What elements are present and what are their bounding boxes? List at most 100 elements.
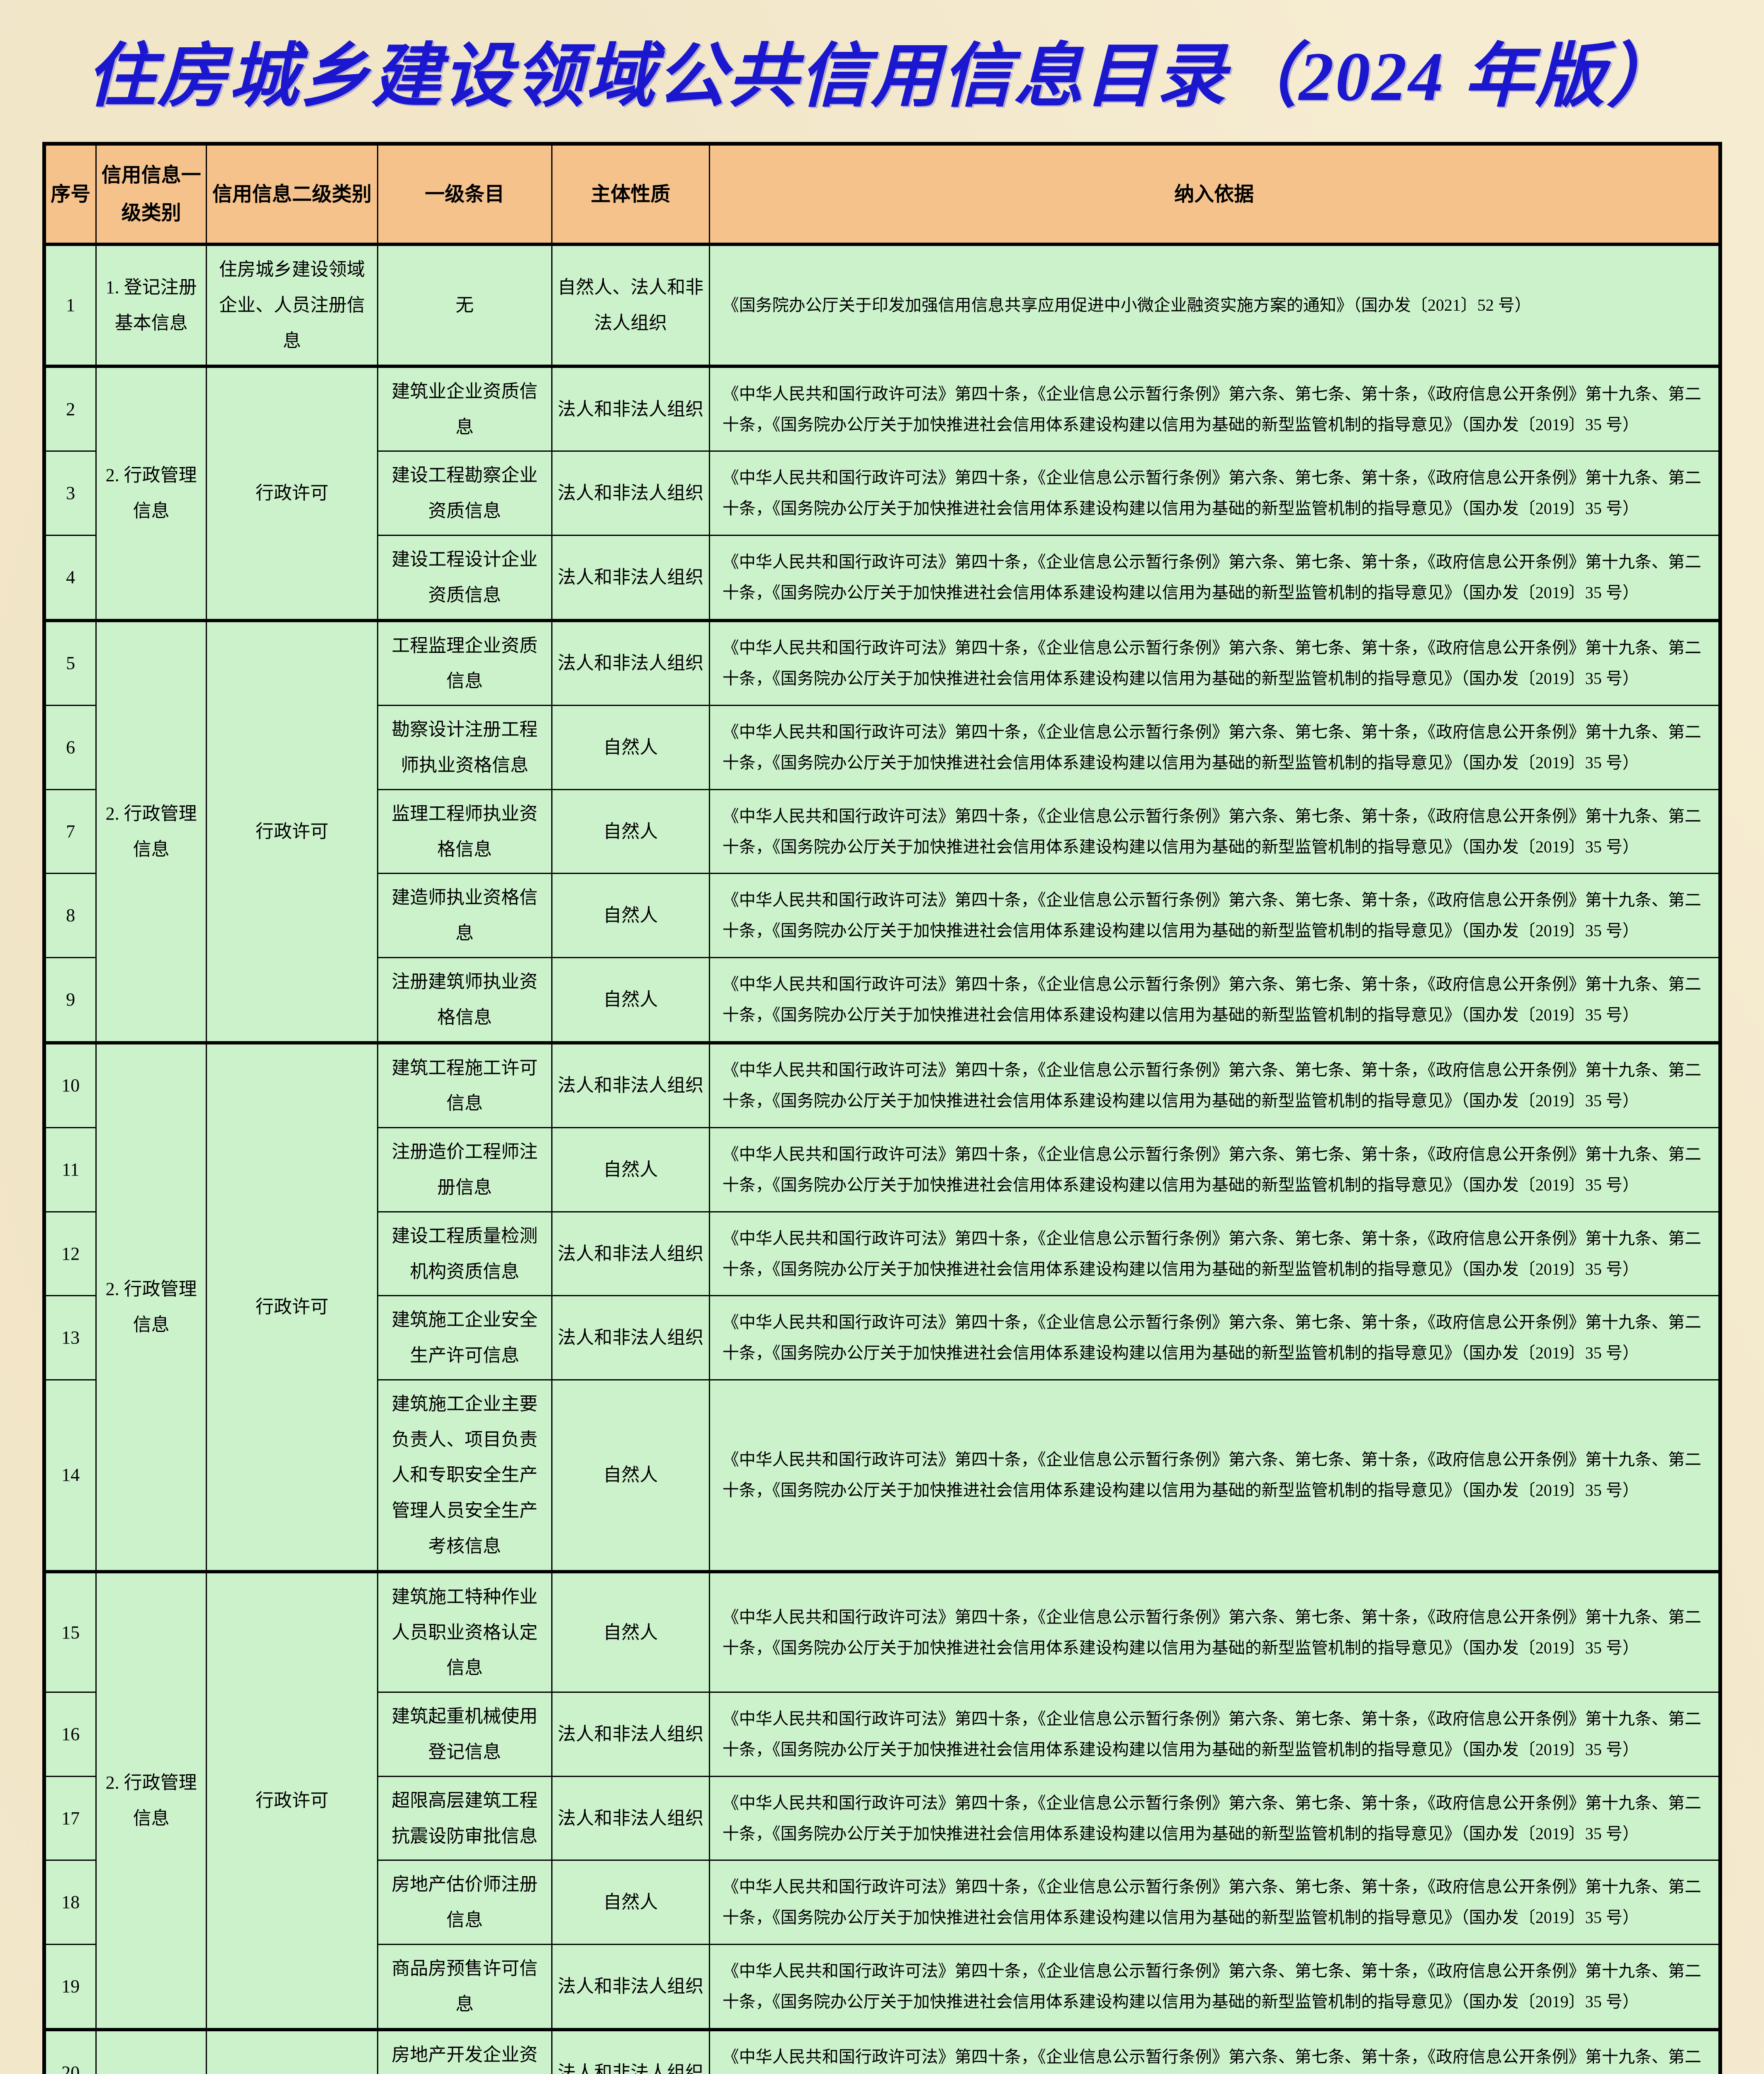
entry-cell: 建设工程勘察企业资质信息: [377, 450, 552, 536]
category-level1-cell: 1. 登记注册基本信息: [95, 243, 207, 367]
subject-cell: 自然人: [551, 957, 710, 1044]
subject-cell: 自然人: [551, 789, 710, 874]
entry-cell: 商品房预售许可信息: [377, 1944, 552, 2030]
table-row: 12 建设工程质量检测机构资质信息 法人和非法人组织 《中华人民共和国行政许可法》第四…: [43, 1211, 1721, 1297]
row-number-cell: 4: [43, 534, 97, 621]
basis-cell: 《中华人民共和国行政许可法》第四十条，《企业信息公示暂行条例》第六条、第七条、第…: [708, 1211, 1721, 1297]
entry-cell: 建筑施工企业安全生产许可信息: [377, 1295, 552, 1380]
basis-cell: 《中华人民共和国行政许可法》第四十条，《企业信息公示暂行条例》第六条、第七条、第…: [708, 1692, 1721, 1777]
subject-cell: 法人和非法人组织: [551, 1041, 710, 1129]
entry-cell: 建筑业企业资质信息: [377, 364, 552, 452]
subject-cell: 自然人: [551, 873, 710, 958]
col-header-serial-number: 序号: [43, 143, 97, 246]
category-level2-cell: 行政许可: [206, 364, 378, 621]
row-number-cell: 8: [43, 873, 97, 958]
category-level1-cell: 2. 行政管理信息: [95, 2028, 207, 2074]
basis-cell: 《国务院办公厅关于印发加强信用信息共享应用促进中小微企业融资实施方案的通知》（国…: [708, 243, 1721, 367]
entry-cell: 建造师执业资格信息: [377, 873, 552, 958]
row-number-cell: 15: [43, 1570, 97, 1693]
subject-cell: 法人和非法人组织: [551, 2028, 710, 2074]
entry-cell: 注册造价工程师注册信息: [377, 1127, 552, 1212]
basis-cell: 《中华人民共和国行政许可法》第四十条，《企业信息公示暂行条例》第六条、第七条、第…: [708, 2028, 1721, 2074]
row-number-cell: 12: [43, 1211, 97, 1297]
basis-cell: 《中华人民共和国行政许可法》第四十条，《企业信息公示暂行条例》第六条、第七条、第…: [708, 705, 1721, 790]
row-number-cell: 7: [43, 789, 97, 874]
col-header-category-level1: 信用信息一级类别: [95, 143, 207, 246]
entry-cell: 勘察设计注册工程师执业资格信息: [377, 705, 552, 790]
row-number-cell: 5: [43, 618, 97, 706]
subject-cell: 法人和非法人组织: [551, 450, 710, 536]
basis-cell: 《中华人民共和国行政许可法》第四十条，《企业信息公示暂行条例》第六条、第七条、第…: [708, 1860, 1721, 1945]
basis-cell: 《中华人民共和国行政许可法》第四十条，《企业信息公示暂行条例》第六条、第七条、第…: [708, 364, 1721, 452]
category-level2-cell: 行政许可: [206, 2028, 378, 2074]
basis-cell: 《中华人民共和国行政许可法》第四十条，《企业信息公示暂行条例》第六条、第七条、第…: [708, 1041, 1721, 1129]
row-number-cell: 2: [43, 364, 97, 452]
row-number-cell: 18: [43, 1860, 97, 1945]
col-header-subject-nature: 主体性质: [551, 143, 710, 246]
basis-cell: 《中华人民共和国行政许可法》第四十条，《企业信息公示暂行条例》第六条、第七条、第…: [708, 1379, 1721, 1573]
table-row: 18 房地产估价师注册信息 自然人 《中华人民共和国行政许可法》第四十条，《企业信息公…: [43, 1860, 1721, 1945]
subject-cell: 自然人: [551, 705, 710, 790]
row-number-cell: 10: [43, 1041, 97, 1129]
basis-cell: 《中华人民共和国行政许可法》第四十条，《企业信息公示暂行条例》第六条、第七条、第…: [708, 1295, 1721, 1380]
subject-cell: 法人和非法人组织: [551, 618, 710, 706]
table-row: 6 勘察设计注册工程师执业资格信息 自然人 《中华人民共和国行政许可法》第四十条，《企…: [43, 705, 1721, 790]
table-row: 16 建筑起重机械使用登记信息 法人和非法人组织 《中华人民共和国行政许可法》第四十条…: [43, 1692, 1721, 1777]
subject-cell: 法人和非法人组织: [551, 1775, 710, 1861]
basis-cell: 《中华人民共和国行政许可法》第四十条，《企业信息公示暂行条例》第六条、第七条、第…: [708, 1127, 1721, 1212]
entry-cell: 超限高层建筑工程抗震设防审批信息: [377, 1775, 552, 1861]
row-number-cell: 1: [43, 243, 97, 367]
category-level1-cell: 2. 行政管理信息: [95, 618, 207, 1044]
basis-cell: 《中华人民共和国行政许可法》第四十条，《企业信息公示暂行条例》第六条、第七条、第…: [708, 534, 1721, 621]
col-header-inclusion-basis: 纳入依据: [708, 143, 1721, 246]
table-row: 8 建造师执业资格信息 自然人 《中华人民共和国行政许可法》第四十条，《企业信息公示暂…: [43, 873, 1721, 958]
entry-cell: 注册建筑师执业资格信息: [377, 957, 552, 1044]
entry-cell: 建筑施工特种作业人员职业资格认定信息: [377, 1570, 552, 1693]
subject-cell: 法人和非法人组织: [551, 534, 710, 621]
entry-cell: 建筑施工企业主要负责人、项目负责人和专职安全生产管理人员安全生产考核信息: [377, 1379, 552, 1573]
table-row: 11 注册造价工程师注册信息 自然人 《中华人民共和国行政许可法》第四十条，《企业信息…: [43, 1127, 1721, 1212]
basis-cell: 《中华人民共和国行政许可法》第四十条，《企业信息公示暂行条例》第六条、第七条、第…: [708, 957, 1721, 1044]
row-number-cell: 16: [43, 1692, 97, 1777]
table-body: 1 1. 登记注册基本信息 住房城乡建设领域企业、人员注册信息无自然人、法人和非法人…: [43, 243, 1721, 2074]
basis-cell: 《中华人民共和国行政许可法》第四十条，《企业信息公示暂行条例》第六条、第七条、第…: [708, 450, 1721, 536]
row-number-cell: 9: [43, 957, 97, 1044]
page: { "page": { "title": "住房城乡建设领域公共信用信息目录（2…: [0, 33, 1764, 2074]
table-row: 17 超限高层建筑工程抗震设防审批信息 法人和非法人组织 《中华人民共和国行政许可法》…: [43, 1775, 1721, 1861]
row-number-cell: 20: [43, 2028, 97, 2074]
entry-cell: 建设工程设计企业资质信息: [377, 534, 552, 621]
table-row: 10 2. 行政管理信息 行政许可 建筑工程施工许可信息 法人和非法人组织 《中华人民共和…: [43, 1041, 1721, 1573]
category-level1-cell: 2. 行政管理信息: [95, 1041, 207, 1573]
row-number-cell: 19: [43, 1944, 97, 2030]
entry-cell: 建筑起重机械使用登记信息: [377, 1692, 552, 1777]
table-row: 13 建筑施工企业安全生产许可信息 法人和非法人组织 《中华人民共和国行政许可法》第四…: [43, 1295, 1721, 1380]
table-row: 9 注册建筑师执业资格信息 自然人 《中华人民共和国行政许可法》第四十条，《企业信息公…: [43, 957, 1721, 1044]
subject-cell: 法人和非法人组织: [551, 1295, 710, 1380]
col-header-category-level2: 信用信息二级类别: [206, 143, 378, 246]
col-header-entry: 一级条目: [377, 143, 552, 246]
row-number-cell: 17: [43, 1775, 97, 1861]
subject-cell: 自然人: [551, 1860, 710, 1945]
category-level2-cell: 行政许可: [206, 1041, 378, 1573]
row-number-cell: 13: [43, 1295, 97, 1380]
basis-cell: 《中华人民共和国行政许可法》第四十条，《企业信息公示暂行条例》第六条、第七条、第…: [708, 789, 1721, 874]
entry-cell: 工程监理企业资质信息: [377, 618, 552, 706]
subject-cell: 法人和非法人组织: [551, 364, 710, 452]
entry-cell: 建筑工程施工许可信息: [377, 1041, 552, 1129]
subject-cell: 自然人: [551, 1570, 710, 1693]
entry-cell: 房地产估价师注册信息: [377, 1860, 552, 1945]
table-row: 202. 行政管理信息行政许可房地产开发企业资质核定信息法人和非法人组织《中华人…: [43, 2028, 1721, 2074]
row-number-cell: 14: [43, 1379, 97, 1573]
subject-cell: 法人和非法人组织: [551, 1211, 710, 1297]
row-number-cell: 11: [43, 1127, 97, 1212]
table-row: 15 2. 行政管理信息 行政许可 建筑施工特种作业人员职业资格认定信息 自然人 《中华人…: [43, 1570, 1721, 2030]
table-row: 1 1. 登记注册基本信息 住房城乡建设领域企业、人员注册信息无自然人、法人和非法人…: [43, 243, 1721, 367]
subject-cell: 自然人: [551, 1127, 710, 1212]
credit-info-table: 序号 信用信息一级类别 信用信息二级类别 一级条目 主体性质 纳入依据 1 1. …: [42, 142, 1722, 2074]
table-header-row: 序号 信用信息一级类别 信用信息二级类别 一级条目 主体性质 纳入依据: [43, 143, 1721, 246]
table-row: 19 商品房预售许可信息 法人和非法人组织 《中华人民共和国行政许可法》第四十条，《企…: [43, 1944, 1721, 2030]
page-title: 住房城乡建设领域公共信用信息目录（2024 年版）: [86, 38, 1678, 115]
table-row: 4 建设工程设计企业资质信息 法人和非法人组织 《中华人民共和国行政许可法》第四十条，…: [43, 534, 1721, 621]
row-number-cell: 3: [43, 450, 97, 536]
table-row: 7 监理工程师执业资格信息 自然人 《中华人民共和国行政许可法》第四十条，《企业信息公…: [43, 789, 1721, 874]
